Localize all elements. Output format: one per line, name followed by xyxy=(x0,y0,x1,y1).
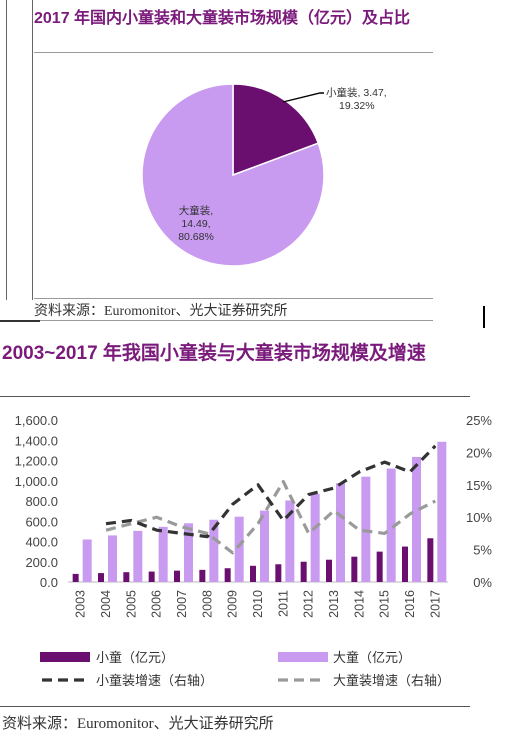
bar-small-2015 xyxy=(376,551,383,582)
y-left-tick-label: 400.0 xyxy=(25,535,58,550)
x-tick-label: 2004 xyxy=(99,590,113,618)
bar-small-2003 xyxy=(72,573,79,582)
bar-small-2010 xyxy=(250,565,256,582)
bar-small-2012 xyxy=(300,561,307,582)
left-border-line xyxy=(6,0,7,300)
combo-title-rule xyxy=(0,396,470,397)
y-left-tick-label: 1,600.0 xyxy=(15,413,58,428)
combo-title: 2003~2017 年我国小童装与大童装市场规模及增速 xyxy=(2,343,426,364)
pie-title-rule xyxy=(34,52,433,53)
x-tick-label: 2009 xyxy=(226,590,240,618)
bar-large-2011 xyxy=(285,500,295,582)
bar-small-2009 xyxy=(224,568,231,582)
legend-label-large-growth: 大童装增速（右轴） xyxy=(333,673,450,688)
inner-border-line xyxy=(32,0,33,300)
x-tick-label: 2016 xyxy=(403,590,417,618)
y-right-tick-label: 15% xyxy=(466,478,492,493)
bar-small-2017 xyxy=(427,538,434,582)
bar-small-2006 xyxy=(148,571,155,582)
bar-large-2003 xyxy=(82,539,92,582)
legend-label-large: 大童（亿元） xyxy=(333,650,411,665)
pie-source-top-rule xyxy=(34,298,433,299)
bar-large-2015 xyxy=(386,468,396,582)
bar-small-2014 xyxy=(351,556,358,582)
cursor-mark xyxy=(483,306,485,328)
bar-large-2016 xyxy=(412,456,421,582)
y-left-tick-label: 0.0 xyxy=(40,575,58,590)
x-tick-label: 2005 xyxy=(124,590,138,618)
y-left-tick-label: 200.0 xyxy=(25,555,58,570)
x-tick-label: 2003 xyxy=(74,590,88,618)
bar-small-2011 xyxy=(275,564,282,582)
bar-large-2008 xyxy=(209,519,219,582)
x-tick-label: 2006 xyxy=(150,590,164,618)
bar-small-2004 xyxy=(98,573,104,582)
pie-group: 小童装, 3.47,19.32% 大童装,14.49,80.68% xyxy=(141,83,387,267)
legend-swatch-large xyxy=(278,652,328,662)
x-tick-label: 2007 xyxy=(175,590,189,618)
combo-chart: 0.0 200.0 400.0 600.0 800.0 1,000.0 1,200.0 1,4… xyxy=(15,413,493,688)
pie-label-large-percent: 80.68% xyxy=(178,231,214,243)
pie-chart: 小童装, 3.47,19.32% 大童装,14.49,80.68% xyxy=(141,83,387,267)
bar-small-2016 xyxy=(402,546,408,582)
y-left-tick-label: 1,400.0 xyxy=(15,433,58,448)
legend-label-small-growth: 小童装增速（右轴） xyxy=(96,673,213,688)
bar-large-2017 xyxy=(437,441,447,582)
bar-large-2004 xyxy=(108,535,117,582)
bar-small-2008 xyxy=(199,569,206,582)
y-left-tick-label: 800.0 xyxy=(25,494,58,509)
bar-large-2009 xyxy=(234,516,244,582)
x-tick-label: 2015 xyxy=(378,590,392,618)
y-right-tick-label: 10% xyxy=(466,510,492,525)
bar-small-2007 xyxy=(174,570,180,582)
x-tick-label: 2014 xyxy=(352,590,366,618)
x-tick-label: 2013 xyxy=(327,590,341,618)
y-left-tick-label: 600.0 xyxy=(25,514,58,529)
x-tick-label: 2010 xyxy=(251,590,265,618)
bar-large-2010 xyxy=(260,510,269,582)
line-large-growth xyxy=(105,479,437,555)
combo-source: 资料来源：Euromonitor、光大证券研究所 xyxy=(2,716,274,732)
y-left-tick-label: 1,000.0 xyxy=(15,474,58,489)
pie-slice-small xyxy=(232,83,320,177)
y-left-tick-label: 1,200.0 xyxy=(15,454,58,469)
bar-small-2013 xyxy=(326,559,332,582)
pie-source-bottom-rule xyxy=(34,320,433,321)
combo-source-rule xyxy=(0,706,470,707)
pie-label-large-name: 大童装, xyxy=(179,204,213,217)
pie-label-small-name-value: 小童装, 3.47, xyxy=(326,86,387,99)
left-dash-mark xyxy=(0,320,40,322)
bar-small-2005 xyxy=(123,572,130,582)
bar-large-2007 xyxy=(184,523,193,582)
x-tick-label: 2017 xyxy=(428,590,442,618)
x-tick-label: 2008 xyxy=(200,590,214,618)
pie-label-small-percent: 19.32% xyxy=(339,100,375,112)
combo-group: 0.0 200.0 400.0 600.0 800.0 1,000.0 1,200.0 1,4… xyxy=(15,413,493,688)
pie-label-large-value: 14.49, xyxy=(181,218,210,230)
bar-large-2005 xyxy=(133,530,143,582)
bar-large-2012 xyxy=(310,493,320,582)
bar-large-2014 xyxy=(361,476,371,582)
legend-swatch-small xyxy=(40,652,90,662)
bar-large-2006 xyxy=(158,526,168,582)
pie-leader-line xyxy=(282,92,324,103)
y-right-tick-label: 0% xyxy=(473,575,492,590)
y-right-tick-label: 5% xyxy=(473,543,492,558)
pie-slice-large xyxy=(141,83,325,267)
legend-label-small: 小童（亿元） xyxy=(96,650,174,665)
x-tick-label: 2011 xyxy=(276,590,290,617)
y-right-tick-label: 20% xyxy=(466,445,492,460)
x-tick-label: 2012 xyxy=(302,590,316,618)
pie-source: 资料来源：Euromonitor、光大证券研究所 xyxy=(34,304,288,319)
y-right-tick-label: 25% xyxy=(466,413,492,428)
pie-title: 2017 年国内小童装和大童装市场规模（亿元）及占比 xyxy=(34,10,411,27)
line-small-growth xyxy=(105,444,437,539)
bar-large-2013 xyxy=(336,483,345,582)
